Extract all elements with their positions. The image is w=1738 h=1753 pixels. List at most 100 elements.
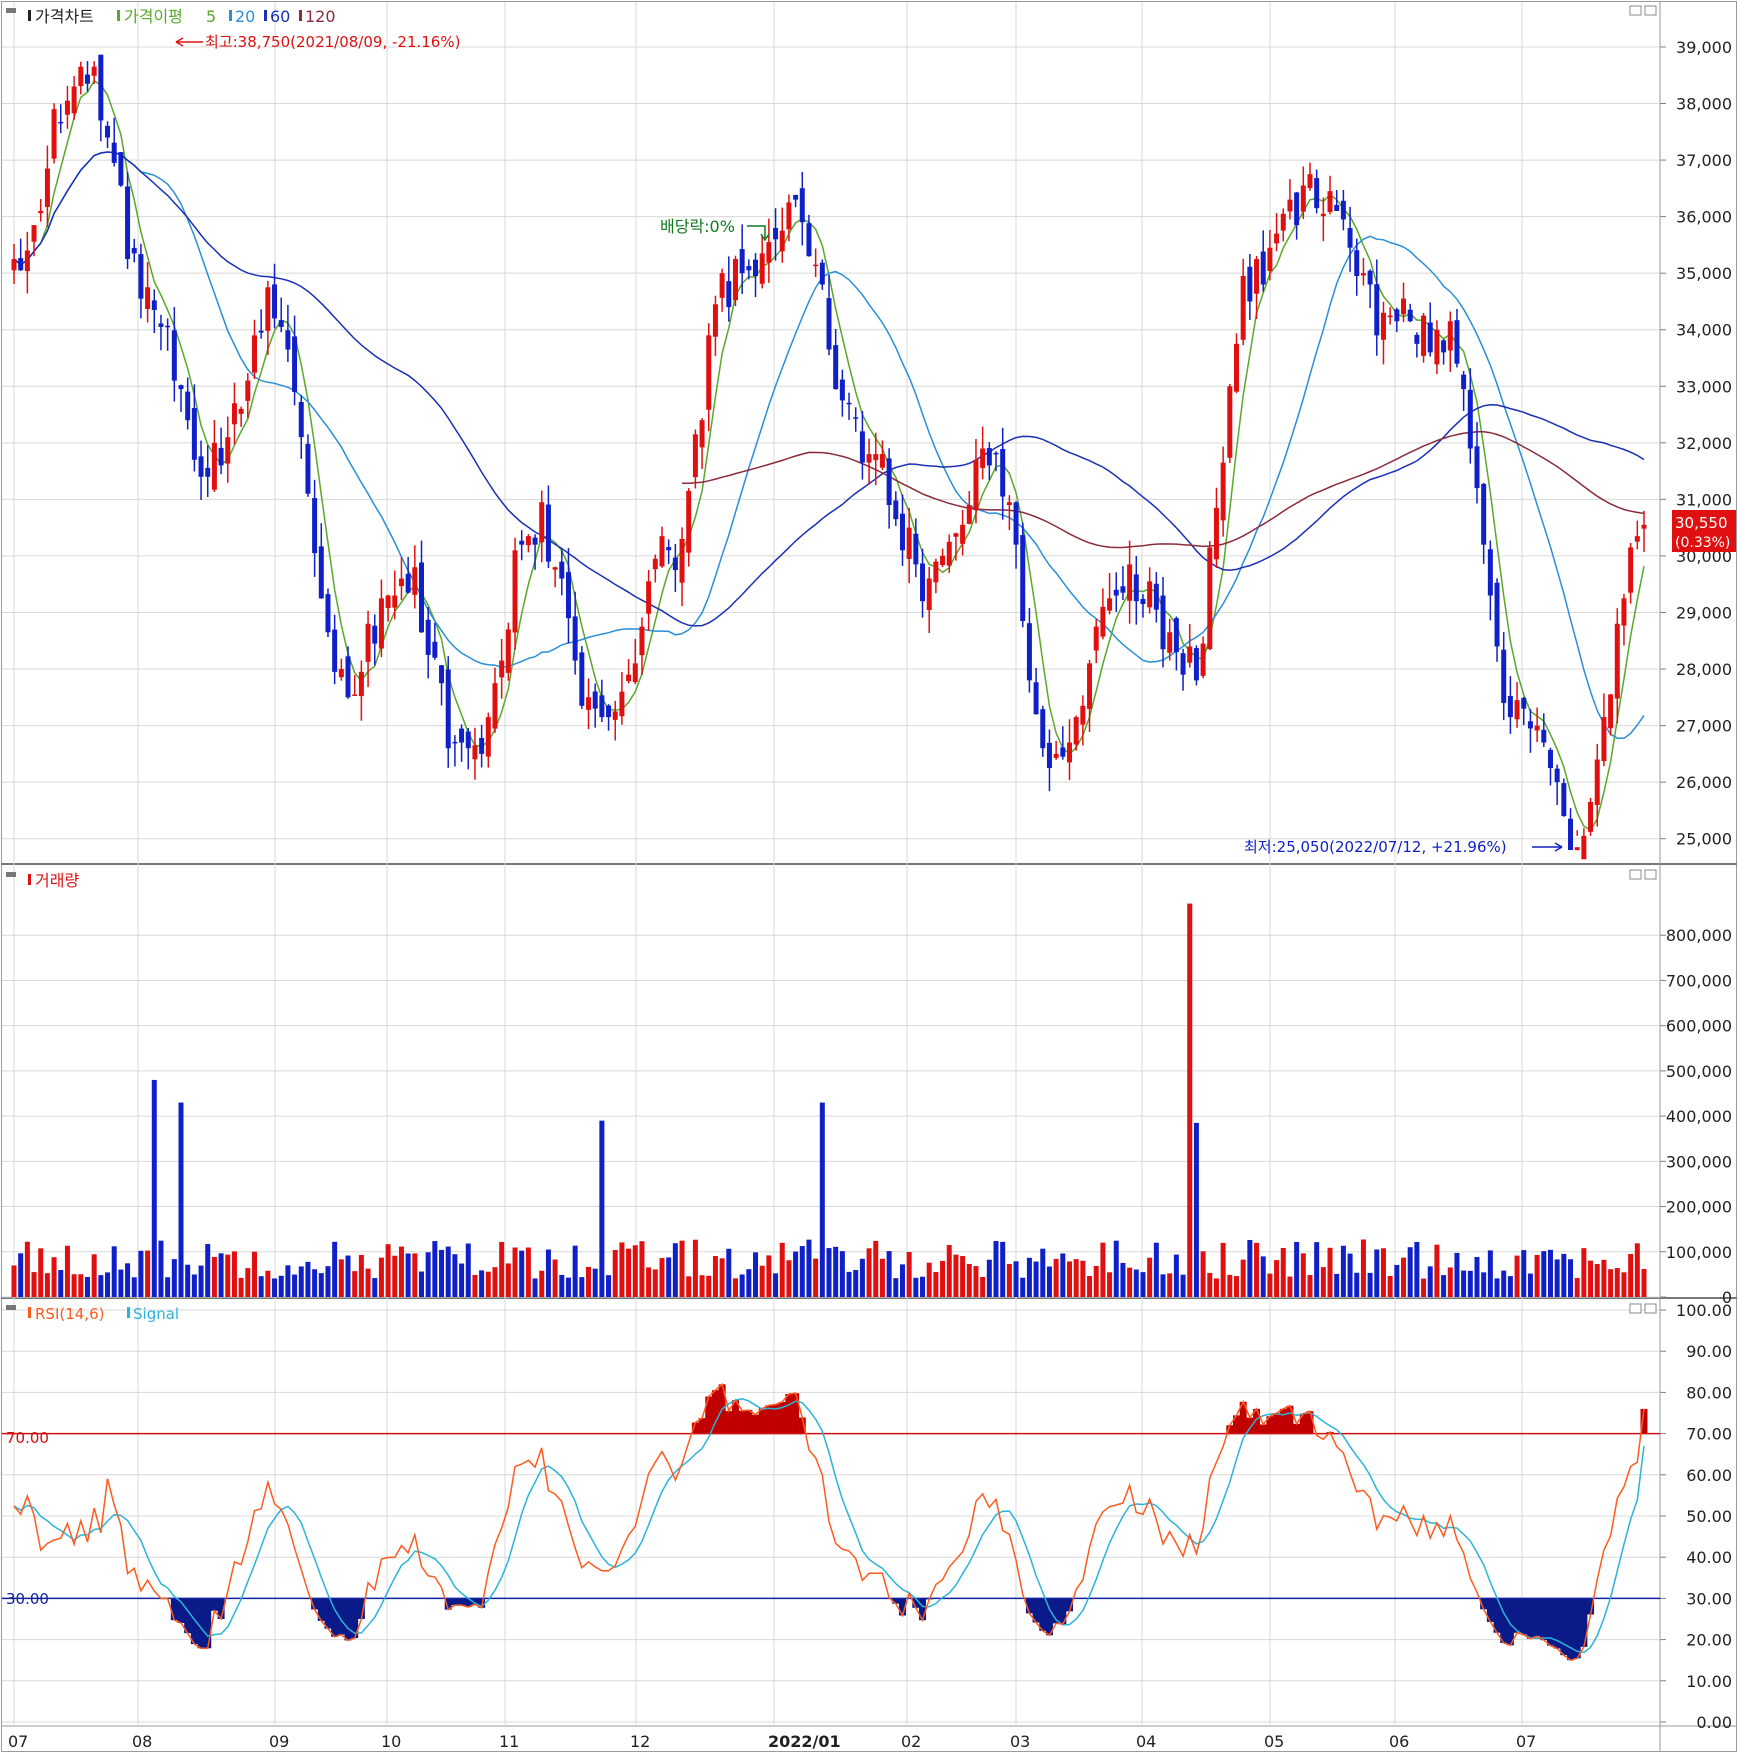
volume-bar [91, 1254, 97, 1297]
volume-bar [1040, 1248, 1046, 1297]
overbought-fill [752, 1414, 760, 1434]
candle-body [1441, 340, 1447, 353]
oversold-fill [1486, 1598, 1494, 1622]
volume-bar [272, 1278, 278, 1297]
candle-body [646, 581, 652, 614]
candle-body [412, 567, 418, 595]
candle-body [826, 298, 832, 350]
candle-body [1387, 315, 1393, 318]
oversold-fill [344, 1598, 352, 1641]
oversold-fill [471, 1598, 479, 1605]
candle-body [1200, 643, 1206, 676]
volume-bar [31, 1272, 37, 1297]
candle-body [879, 454, 885, 468]
candle-body [1247, 266, 1253, 302]
candle-body [272, 284, 278, 319]
volume-bar [759, 1265, 765, 1297]
candle-body [452, 741, 458, 744]
candle-body [345, 656, 351, 698]
volume-tick-label: 800,000 [1666, 926, 1732, 945]
volume-bar [899, 1264, 905, 1297]
overbought-fill [731, 1400, 739, 1434]
volume-bar [385, 1244, 391, 1297]
volume-bar [1314, 1242, 1320, 1297]
volume-bar [459, 1263, 465, 1297]
volume-bar [392, 1255, 398, 1297]
candle-body [1006, 502, 1012, 506]
panel-menu-icon[interactable] [6, 1305, 16, 1310]
candle-body [552, 567, 558, 570]
overbought-fill [1293, 1423, 1301, 1434]
volume-bar [946, 1245, 952, 1297]
candle-body [873, 454, 879, 461]
price-tick-label: 37,000 [1676, 151, 1732, 170]
month-label: 10 [381, 1732, 401, 1751]
volume-bar [1494, 1278, 1500, 1297]
volume-bar [1454, 1252, 1460, 1297]
candle-body [1140, 598, 1146, 604]
price-tick-label: 26,000 [1676, 773, 1732, 792]
candle-body [198, 456, 204, 477]
overbought-fill [691, 1422, 699, 1434]
volume-bar [819, 1102, 825, 1297]
oversold-fill [458, 1598, 466, 1606]
volume-bar [1414, 1241, 1420, 1297]
candle-body [1220, 462, 1226, 521]
volume-bar [1000, 1241, 1006, 1297]
panel-window-buttons[interactable] [1629, 5, 1657, 1314]
volume-bar [659, 1258, 665, 1297]
volume-bar [1234, 1276, 1239, 1297]
minimize-icon [1629, 1303, 1642, 1314]
volume-bar [1120, 1262, 1126, 1297]
volume-bar [1093, 1265, 1099, 1297]
volume-bar [1073, 1259, 1079, 1297]
oversold-fill [892, 1598, 900, 1604]
candle-body [1354, 250, 1360, 276]
volume-bar [565, 1277, 571, 1297]
overbought-fill [1273, 1413, 1281, 1434]
panel-menu-icon[interactable] [6, 8, 16, 13]
candle-body [1066, 742, 1072, 763]
ma-line-60 [13, 151, 1645, 627]
volume-bar [278, 1275, 284, 1297]
overbought-fill [1279, 1408, 1287, 1434]
price-tick-label: 28,000 [1676, 660, 1732, 679]
candle-body [1594, 759, 1600, 805]
oversold-fill [1065, 1598, 1073, 1612]
volume-bar [1107, 1272, 1113, 1297]
candle-body [1280, 213, 1286, 231]
volume-tick-label: 500,000 [1666, 1062, 1732, 1081]
month-label: 08 [132, 1732, 152, 1751]
panel-menu-icon[interactable] [6, 872, 16, 877]
volume-bar [58, 1270, 64, 1297]
signal-label: Signal [133, 1305, 179, 1323]
candle-body [1267, 247, 1273, 271]
volume-bar [1113, 1240, 1119, 1297]
volume-bar [412, 1253, 418, 1297]
price-tick-label: 25,000 [1676, 830, 1732, 849]
ma-period-120: 120 [305, 7, 336, 26]
volume-bar [646, 1267, 652, 1297]
candle-body [753, 259, 759, 276]
candle-body [365, 623, 371, 662]
oversold-fill [1526, 1598, 1534, 1639]
candle-body [1374, 284, 1380, 336]
candle-body [372, 625, 378, 644]
high-price-annotation: 최고:38,750(2021/08/09, -21.16%) [205, 33, 460, 51]
ma-period-20: 20 [235, 7, 255, 26]
candle-body [1481, 483, 1487, 545]
volume-bar [1173, 1254, 1179, 1297]
volume-bar [378, 1257, 384, 1297]
volume-bar [626, 1248, 632, 1297]
candle-body [833, 345, 839, 390]
candle-body [1040, 709, 1046, 749]
volume-bar [1320, 1267, 1326, 1297]
volume-bar [1127, 1267, 1133, 1297]
volume-bar [1260, 1256, 1266, 1297]
candle-body [378, 598, 384, 649]
volume-bar [499, 1241, 505, 1297]
volume-bar [1634, 1243, 1640, 1297]
candle-body [652, 558, 658, 570]
month-label: 07 [1516, 1732, 1536, 1751]
